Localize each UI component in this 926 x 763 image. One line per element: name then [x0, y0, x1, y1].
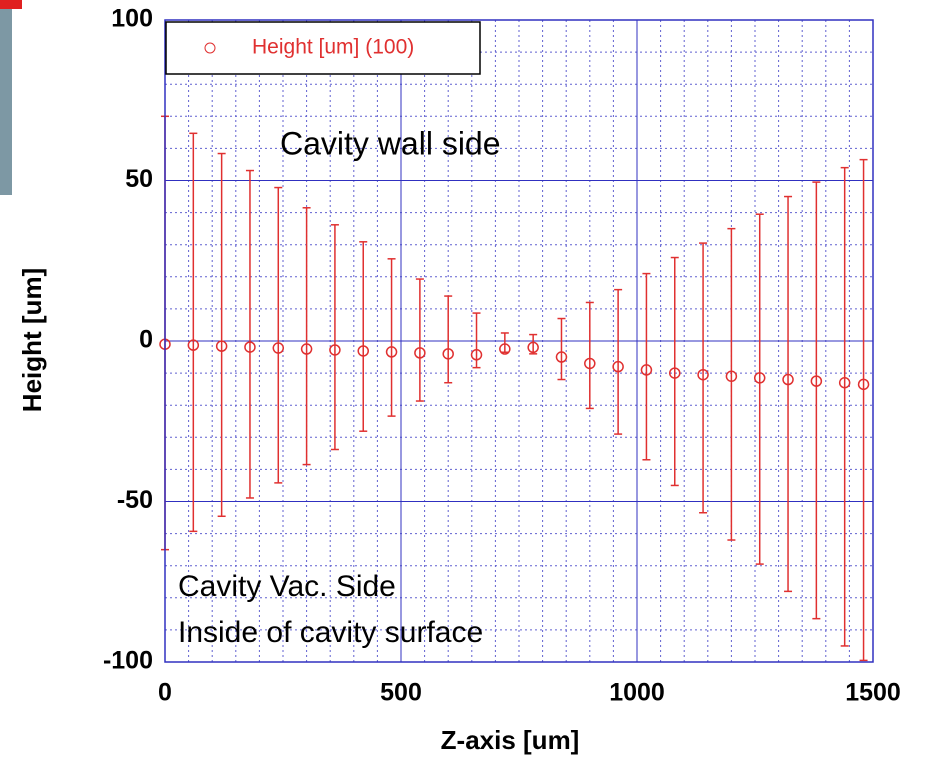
plot-frame	[164, 19, 874, 663]
y-tick-label: 50	[125, 165, 153, 193]
photo-edge	[0, 0, 12, 195]
data-point	[499, 343, 511, 355]
x-tick-label: 1000	[609, 679, 665, 707]
annotation: Inside of cavity surface	[178, 616, 483, 649]
x-tick-label: 0	[158, 679, 172, 707]
y-tick-label: 100	[111, 5, 153, 33]
annotation: Cavity wall side	[280, 125, 501, 161]
data-point	[215, 340, 228, 352]
data-point	[612, 360, 624, 373]
data-point	[272, 342, 285, 354]
data-point	[810, 375, 823, 387]
data-point	[857, 378, 870, 391]
data-point	[838, 376, 851, 389]
y-axis-label: Height [um]	[17, 268, 47, 412]
data-point	[442, 348, 454, 360]
data-point	[414, 347, 426, 359]
data-point	[697, 368, 709, 381]
legend-marker	[204, 42, 216, 54]
data-point	[555, 351, 568, 363]
data-point	[470, 349, 483, 361]
data-point	[187, 339, 200, 351]
y-tick-label: -100	[103, 647, 153, 675]
data-point	[329, 344, 341, 356]
data-point	[300, 343, 313, 355]
legend-label: Height [um] (100)	[252, 36, 414, 59]
annotation: Cavity Vac. Side	[178, 570, 396, 603]
x-tick-label: 500	[380, 679, 422, 707]
data-point	[640, 364, 653, 376]
legend-box	[165, 21, 481, 75]
data-point	[527, 341, 539, 354]
x-tick-label: 1500	[845, 679, 901, 707]
data-point	[725, 370, 738, 383]
photo-edge-marker	[0, 0, 22, 9]
data-point	[584, 357, 596, 370]
data-point	[244, 341, 256, 353]
y-tick-label: -50	[117, 486, 153, 514]
data-point	[753, 372, 766, 384]
x-axis-label: Z-axis [um]	[441, 725, 580, 755]
data-point	[357, 345, 369, 357]
data-point	[669, 367, 681, 379]
data-point	[782, 373, 794, 386]
y-tick-label: 0	[139, 326, 153, 354]
data-point	[385, 346, 398, 358]
